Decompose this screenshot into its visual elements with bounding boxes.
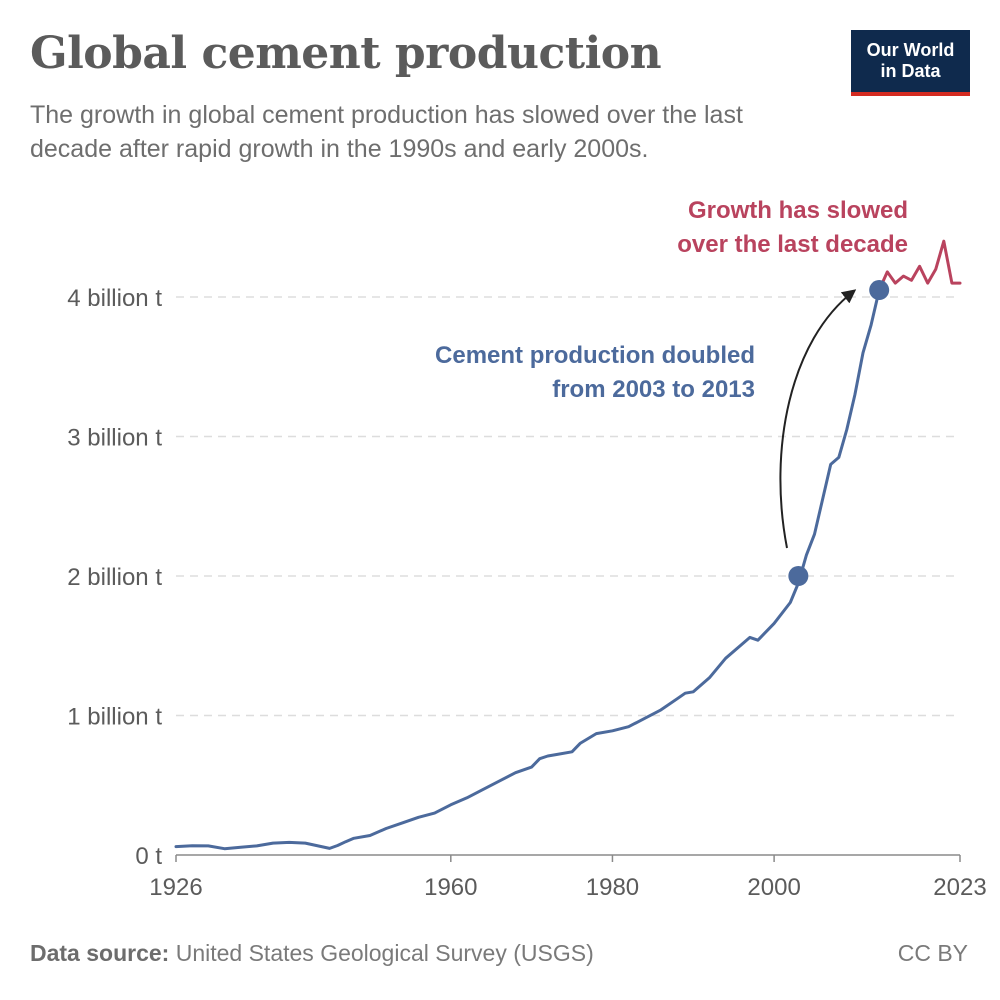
x-tick-label-1: 1960 (424, 874, 477, 901)
x-tick-label-0: 1926 (149, 874, 202, 901)
logo-line-1: Our World (866, 40, 955, 60)
doubling-arrow (779, 289, 857, 549)
owid-logo[interactable]: Our World in Data (851, 30, 970, 96)
y-tick-label-2: 2 billion t (67, 564, 162, 591)
series-line-1 (877, 239, 962, 292)
highlight-markers (788, 280, 890, 586)
marker-point-0 (788, 566, 809, 586)
annotation-slowed-line-2: over the last decade (677, 231, 908, 258)
x-tick-label-3: 2000 (747, 874, 800, 901)
data-source-text: United States Geological Survey (USGS) (175, 940, 594, 966)
logo-line-2: in Data (880, 61, 941, 81)
y-axis-tick-labels: 0 t 1 billion t 2 billion t 3 billion t 4 bi… (67, 285, 162, 870)
annotation-doubled: Cement production doubled from 2003 to 2… (435, 342, 755, 403)
series-lines (174, 239, 962, 851)
series-line-0 (174, 288, 881, 851)
annotation-slowed-line-1: Growth has slowed (688, 197, 908, 224)
marker-point-1 (869, 280, 890, 301)
annotation-slowed: Growth has slowed over the last decade (677, 197, 908, 258)
chart-subtitle: The growth in global cement production h… (30, 101, 743, 163)
x-axis (175, 854, 961, 862)
annotation-doubled-line-2: from 2003 to 2013 (552, 376, 755, 403)
y-tick-label-4: 4 billion t (67, 285, 162, 312)
annotation-doubled-line-1: Cement production doubled (435, 342, 755, 369)
license-link[interactable]: CC BY (897, 940, 968, 966)
data-source: Data source: United States Geological Su… (30, 940, 594, 967)
y-tick-label-3: 3 billion t (67, 425, 162, 452)
x-tick-label-4: 2023 (933, 874, 986, 901)
data-source-label: Data source: (30, 940, 170, 966)
chart-title: Global cement production (30, 28, 662, 79)
gridlines (176, 296, 960, 717)
y-tick-label-1: 1 billion t (67, 704, 162, 731)
x-tick-label-2: 1980 (586, 874, 639, 901)
y-tick-label-0: 0 t (135, 843, 162, 870)
x-axis-tick-labels: 1926 1960 1980 2000 2023 (149, 874, 986, 901)
